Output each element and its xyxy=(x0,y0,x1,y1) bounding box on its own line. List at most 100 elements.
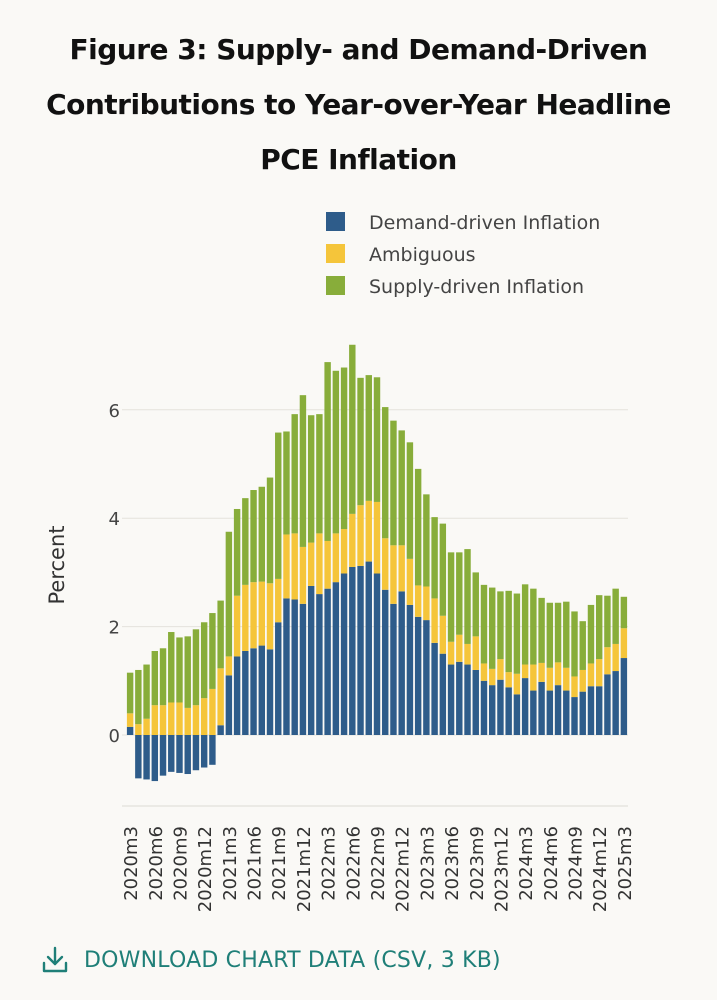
demand-bar xyxy=(497,679,504,735)
supply-bar xyxy=(612,588,619,644)
x-tick-label: 2022m6 xyxy=(343,826,364,901)
supply-bar xyxy=(595,595,603,660)
supply-bar xyxy=(324,362,331,541)
y-tick-label: 2 xyxy=(109,618,120,639)
supply-bar xyxy=(546,602,554,668)
demand-bar xyxy=(184,735,191,775)
ambiguous-bar xyxy=(554,662,562,686)
demand-bar xyxy=(126,726,134,735)
ambiguous-bar xyxy=(563,667,570,691)
x-tick-label: 2023m3 xyxy=(417,826,438,901)
supply-bar xyxy=(250,490,257,583)
legend-swatch xyxy=(326,212,345,231)
demand-bar xyxy=(266,649,274,735)
x-tick-label: 2023m9 xyxy=(467,826,488,901)
supply-bar xyxy=(373,377,381,502)
ambiguous-bar xyxy=(505,672,512,688)
ambiguous-bar xyxy=(200,698,208,735)
x-tick-label: 2025m3 xyxy=(615,826,636,901)
demand-bar xyxy=(250,648,257,735)
demand-bar xyxy=(340,573,348,735)
ambiguous-bar xyxy=(480,663,488,681)
x-tick-label: 2021m12 xyxy=(294,826,315,912)
ambiguous-bar xyxy=(456,634,463,662)
demand-bar xyxy=(275,622,282,735)
ambiguous-bar xyxy=(530,664,537,691)
demand-bar xyxy=(612,671,619,735)
y-axis-title: Percent xyxy=(45,525,69,604)
x-tick-label: 2022m12 xyxy=(393,826,414,912)
demand-bar xyxy=(431,642,438,735)
ambiguous-bar xyxy=(258,581,265,646)
ambiguous-bar xyxy=(390,545,397,604)
demand-bar xyxy=(242,650,249,735)
demand-bar xyxy=(373,573,381,735)
demand-bar xyxy=(382,589,389,735)
ambiguous-bar xyxy=(275,578,282,623)
ambiguous-bar xyxy=(135,724,142,735)
ambiguous-bar xyxy=(126,713,134,727)
supply-bar xyxy=(521,584,529,665)
ambiguous-bar xyxy=(398,545,405,592)
supply-bar xyxy=(604,595,611,648)
demand-bar xyxy=(423,620,430,735)
demand-bar xyxy=(299,603,307,735)
demand-bar xyxy=(604,674,611,735)
ambiguous-bar xyxy=(579,669,586,692)
supply-bar xyxy=(159,648,167,706)
supply-bar xyxy=(365,375,372,501)
supply-bar xyxy=(340,367,348,530)
demand-bar xyxy=(291,599,298,735)
ambiguous-bar xyxy=(332,533,340,583)
supply-bar xyxy=(538,597,545,663)
x-tick-label: 2023m6 xyxy=(442,826,463,901)
ambiguous-bar xyxy=(406,558,414,605)
x-tick-label: 2024m9 xyxy=(566,826,587,901)
demand-bar xyxy=(365,561,372,735)
y-tick-label: 0 xyxy=(109,726,120,747)
ambiguous-bar xyxy=(497,659,504,680)
supply-bar xyxy=(489,587,496,669)
supply-bar xyxy=(579,621,586,670)
ambiguous-bar xyxy=(447,641,455,665)
supply-bar xyxy=(563,601,570,668)
supply-bar xyxy=(431,517,438,599)
supply-bar xyxy=(587,604,595,664)
demand-bar xyxy=(521,678,529,735)
ambiguous-bar xyxy=(489,668,496,686)
ambiguous-bar xyxy=(192,705,200,735)
supply-bar xyxy=(414,468,422,586)
supply-bar xyxy=(283,431,290,535)
demand-bar xyxy=(176,735,183,773)
demand-bar xyxy=(233,656,241,735)
ambiguous-bar xyxy=(414,585,422,617)
demand-bar xyxy=(390,603,397,735)
demand-bar xyxy=(135,735,142,779)
supply-bar xyxy=(266,477,274,584)
demand-bar xyxy=(307,585,315,735)
y-tick-label: 6 xyxy=(109,401,120,422)
supply-bar xyxy=(225,531,233,657)
download-chart-data-link[interactable]: DOWNLOAD CHART DATA (CSV, 3 KB) xyxy=(40,945,501,975)
demand-bar xyxy=(595,686,603,735)
supply-bar xyxy=(554,602,562,663)
x-tick-label: 2024m12 xyxy=(590,826,611,912)
ambiguous-bar xyxy=(340,529,348,574)
ambiguous-bar xyxy=(620,628,628,659)
supply-bar xyxy=(505,590,512,673)
ambiguous-bar xyxy=(266,583,274,650)
ambiguous-bar xyxy=(217,668,224,726)
ambiguous-bar xyxy=(283,534,290,599)
demand-bar xyxy=(258,645,265,735)
supply-bar xyxy=(233,508,241,596)
demand-bar xyxy=(151,735,159,782)
x-tick-label: 2021m9 xyxy=(269,826,290,901)
supply-bar xyxy=(200,622,208,699)
demand-bar xyxy=(349,566,356,735)
demand-bar xyxy=(456,661,463,735)
supply-bar xyxy=(184,636,191,708)
supply-bar xyxy=(176,637,183,703)
legend-swatch xyxy=(326,244,345,263)
ambiguous-bar xyxy=(373,501,381,574)
